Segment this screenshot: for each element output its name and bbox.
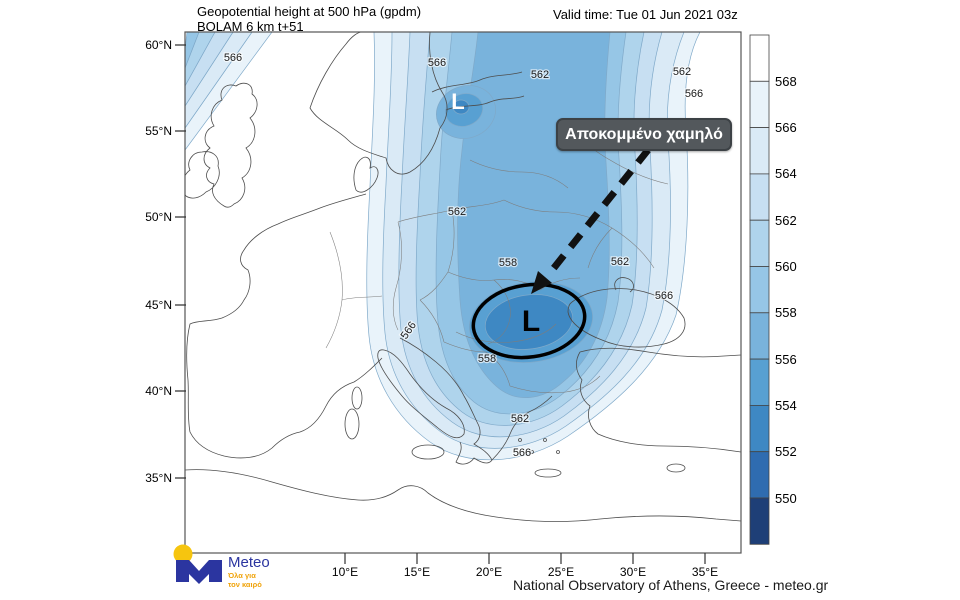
secondary-low-marker: L (451, 89, 464, 114)
contour-label: 562 (673, 66, 691, 78)
aegean-island (543, 438, 547, 442)
stripe-564 (185, 32, 234, 107)
contour-label: 566 (428, 57, 446, 69)
lon-label: 35°E (692, 565, 718, 579)
colorbar-segment (749, 80, 770, 129)
contour-label: 562 (531, 69, 549, 81)
coast-black-sea (567, 277, 686, 348)
contour-label: 558 (499, 257, 517, 269)
low-ellipse-annotation (471, 282, 587, 360)
contour-bands: 566 566 562 562 566 562 558 562 566 566 … (185, 32, 741, 553)
balkan-ring-554 (484, 294, 574, 350)
colorbar-label: 564 (775, 166, 797, 181)
aegean-island (556, 450, 560, 454)
stripe-566 (185, 32, 253, 129)
colorbar-label: 550 (775, 491, 797, 506)
balkan-low-core (469, 281, 593, 363)
longitude-labels: 10°E 15°E 20°E 25°E 30°E 35°E (332, 565, 718, 579)
colorbar-label: 560 (775, 259, 797, 274)
lon-label: 30°E (620, 565, 646, 579)
meteo-logo: Meteo Όλα για τον καιρό (173, 544, 270, 589)
logo-brand-text: Meteo (228, 554, 270, 571)
lon-label: 10°E (332, 565, 358, 579)
colorbar-label: 568 (775, 74, 797, 89)
coast-north-africa (185, 469, 741, 522)
colorbar-label: 556 (775, 352, 797, 367)
coast-italy (377, 349, 465, 439)
logo-dot-icon (173, 544, 193, 564)
colorbar-label: 558 (775, 305, 797, 320)
valid-time-label: Valid time: Tue 01 Jun 2021 03z (553, 7, 738, 22)
contour-label: 562 (511, 413, 529, 425)
contour-label: 562 (448, 206, 466, 218)
coast-west-europe (186, 193, 383, 459)
colorbar: 568 566 564 562 560 558 556 554 552 550 (749, 34, 797, 545)
contour-label: 558 (478, 353, 496, 365)
contour-label: 566 (655, 290, 673, 302)
aegean-island (518, 438, 522, 442)
axis-ticks (175, 44, 706, 564)
attribution-text: National Observatory of Athens, Greece -… (513, 577, 829, 593)
colorbar-segment (749, 404, 770, 453)
arrow-head-icon (531, 271, 552, 294)
contour-label: 562 (611, 256, 629, 268)
lon-label: 15°E (404, 565, 430, 579)
lat-label: 50°N (145, 210, 172, 224)
aegean-island (530, 450, 534, 454)
lat-label: 35°N (145, 471, 172, 485)
contour-label: 566 (224, 52, 242, 64)
lat-label: 40°N (145, 384, 172, 398)
lat-label: 60°N (145, 38, 172, 52)
lon-label: 25°E (548, 565, 574, 579)
colorbar-segment (749, 219, 770, 267)
colorbar-segment (749, 358, 770, 406)
stripe-562 (185, 32, 216, 87)
colorbar-segment (749, 127, 770, 175)
stripe-560 (185, 32, 200, 69)
map-title: Geopotential height at 500 hPa (gpdm) BO… (197, 4, 421, 34)
colorbar-segment (749, 312, 770, 360)
lat-label: 45°N (145, 298, 172, 312)
colorbar-labels: 568 566 564 562 560 558 556 554 552 550 (775, 74, 797, 506)
logo-m-icon (176, 560, 222, 584)
coast-british-isles (185, 82, 258, 208)
coast-scandinavia (309, 32, 525, 193)
coast-crete (534, 468, 562, 478)
colorbar-label: 562 (775, 213, 797, 228)
colorbar-label: 554 (775, 398, 797, 413)
colorbar-segment (749, 497, 770, 545)
cutoff-low-annotation: Αποκομμένο χαμηλό (556, 118, 732, 151)
colorbar-label: 566 (775, 120, 797, 135)
colorbar-segment (749, 34, 770, 82)
colorbar-label: 552 (775, 444, 797, 459)
coast-sicily (411, 444, 445, 460)
stripe-568 (185, 32, 273, 151)
annotation-arrow (531, 147, 651, 294)
coastlines (185, 32, 741, 522)
logo-tagline-line1: Όλα για (227, 571, 256, 580)
coast-corsica (351, 386, 363, 410)
map-frame (184, 31, 742, 554)
coast-turkey (576, 347, 741, 453)
colorbar-segment (749, 173, 770, 221)
coast-sardinia (344, 408, 360, 440)
colorbar-segment (749, 451, 770, 499)
coast-cyprus (666, 463, 686, 473)
latitude-labels: 60°N 55°N 50°N 45°N 40°N 35°N (145, 38, 172, 485)
lat-label: 55°N (145, 124, 172, 138)
baltic-low-core (436, 85, 496, 139)
title-line-1: Geopotential height at 500 hPa (gpdm) (197, 4, 422, 19)
corner-stripes (185, 32, 273, 151)
contour-label: 566 (513, 447, 531, 459)
main-low-marker: L (522, 305, 540, 338)
title-line-2: BOLAM 6 km t+51 (197, 19, 304, 34)
lon-label: 20°E (476, 565, 502, 579)
logo-tagline-line2: τον καιρό (228, 580, 262, 589)
colorbar-segment (749, 266, 770, 314)
coast-balkans-greece (399, 337, 553, 465)
contour-label: 566 (685, 88, 703, 100)
country-borders (325, 119, 669, 394)
